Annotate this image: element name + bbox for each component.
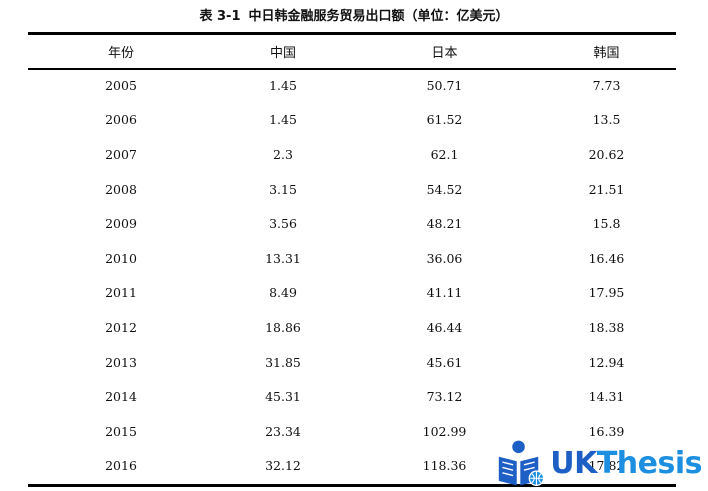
logo-text-uk: UK <box>550 445 597 481</box>
table-caption: 表 3-1 中日韩金融服务贸易出口额（单位：亿美元） <box>0 5 708 24</box>
table-row: 2010 13.31 36.06 16.46 <box>28 241 676 276</box>
cell-china: 18.86 <box>265 319 301 335</box>
cell-year: 2015 <box>105 423 137 439</box>
header-year: 年份 <box>107 46 134 61</box>
cell-china: 32.12 <box>265 458 301 474</box>
cell-japan: 46.44 <box>426 319 463 335</box>
table-row: 2009 3.56 48.21 15.8 <box>28 206 676 241</box>
cell-korea: 14.31 <box>588 389 625 405</box>
cell-china: 3.56 <box>269 216 297 232</box>
table-row: 2006 1.45 61.52 13.5 <box>28 103 676 138</box>
cell-korea: 21.51 <box>588 181 625 197</box>
cell-year: 2009 <box>105 216 137 232</box>
cell-year: 2012 <box>105 319 137 335</box>
cell-china: 8.49 <box>269 285 297 301</box>
table-row: 2005 1.45 50.71 7.73 <box>28 68 676 103</box>
data-table: 年份 中国 日本 韩国 2005 1.45 50.71 7.73 2006 1.45 61.… <box>28 35 676 483</box>
top-rule <box>28 32 676 35</box>
cell-china: 13.31 <box>265 250 301 266</box>
bottom-rule <box>28 484 676 487</box>
cell-year: 2006 <box>105 112 137 128</box>
table-number: 表 3-1 <box>199 9 241 24</box>
cell-korea: 16.39 <box>588 423 625 439</box>
cell-korea: 16.46 <box>588 250 625 266</box>
cell-japan: 41.11 <box>426 285 463 301</box>
cell-year: 2010 <box>105 250 137 266</box>
cell-year: 2008 <box>105 181 137 197</box>
logo-text-thesis: Thesis <box>596 445 703 481</box>
table-row: 2011 8.49 41.11 17.95 <box>28 276 676 311</box>
cell-japan: 61.52 <box>426 112 463 128</box>
table-row: 2007 2.3 62.1 20.62 <box>28 137 676 172</box>
cell-year: 2005 <box>105 77 137 93</box>
table-body: 2005 1.45 50.71 7.73 2006 1.45 61.52 13.5 2007 2.… <box>28 68 676 483</box>
cell-japan: 50.71 <box>426 77 463 93</box>
header-korea: 韩国 <box>593 46 620 61</box>
cell-japan: 54.52 <box>426 181 463 197</box>
header-japan: 日本 <box>431 46 458 61</box>
cell-korea: 7.73 <box>592 77 621 93</box>
cell-korea: 17.82 <box>588 458 625 474</box>
cell-japan: 36.06 <box>426 250 463 266</box>
cell-year: 2011 <box>105 285 137 301</box>
cell-china: 3.15 <box>269 181 297 197</box>
cell-china: 31.85 <box>265 354 301 370</box>
cell-korea: 15.8 <box>592 216 621 232</box>
cell-korea: 20.62 <box>588 146 625 162</box>
cell-korea: 12.94 <box>588 354 625 370</box>
header-rule <box>28 68 676 70</box>
logo-wordmark: UKThesis <box>550 446 702 481</box>
table-row: 2012 18.86 46.44 18.38 <box>28 310 676 345</box>
cell-china: 23.34 <box>265 423 301 439</box>
cell-china: 2.3 <box>273 146 293 162</box>
cell-japan: 45.61 <box>426 354 463 370</box>
table-row: 2015 23.34 102.99 16.39 <box>28 414 676 449</box>
table-row: 2008 3.15 54.52 21.51 <box>28 172 676 207</box>
header-china: 中国 <box>269 46 296 61</box>
header-row: 年份 中国 日本 韩国 <box>28 35 676 68</box>
book-reader-icon <box>498 440 545 487</box>
cell-year: 2013 <box>105 354 137 370</box>
cell-china: 45.31 <box>265 389 301 405</box>
table-row: 2013 31.85 45.61 12.94 <box>28 345 676 380</box>
table-row: 2014 45.31 73.12 14.31 <box>28 379 676 414</box>
cell-korea: 18.38 <box>588 319 625 335</box>
table-title: 中日韩金融服务贸易出口额（单位：亿美元） <box>248 9 509 24</box>
ukthesis-watermark-logo: UKThesis <box>497 436 703 490</box>
cell-japan: 48.21 <box>426 216 463 232</box>
table-row: 2016 32.12 118.36 17.82 <box>28 449 676 484</box>
cell-japan: 102.99 <box>422 423 467 439</box>
cell-china: 1.45 <box>269 77 297 93</box>
cell-korea: 13.5 <box>592 112 621 128</box>
cell-japan: 62.1 <box>430 146 459 162</box>
cell-year: 2007 <box>105 146 137 162</box>
cell-japan: 118.36 <box>422 458 467 474</box>
cell-japan: 73.12 <box>426 389 463 405</box>
cell-korea: 17.95 <box>588 285 625 301</box>
cell-year: 2016 <box>105 458 137 474</box>
cell-year: 2014 <box>105 389 137 405</box>
cell-china: 1.45 <box>269 112 297 128</box>
